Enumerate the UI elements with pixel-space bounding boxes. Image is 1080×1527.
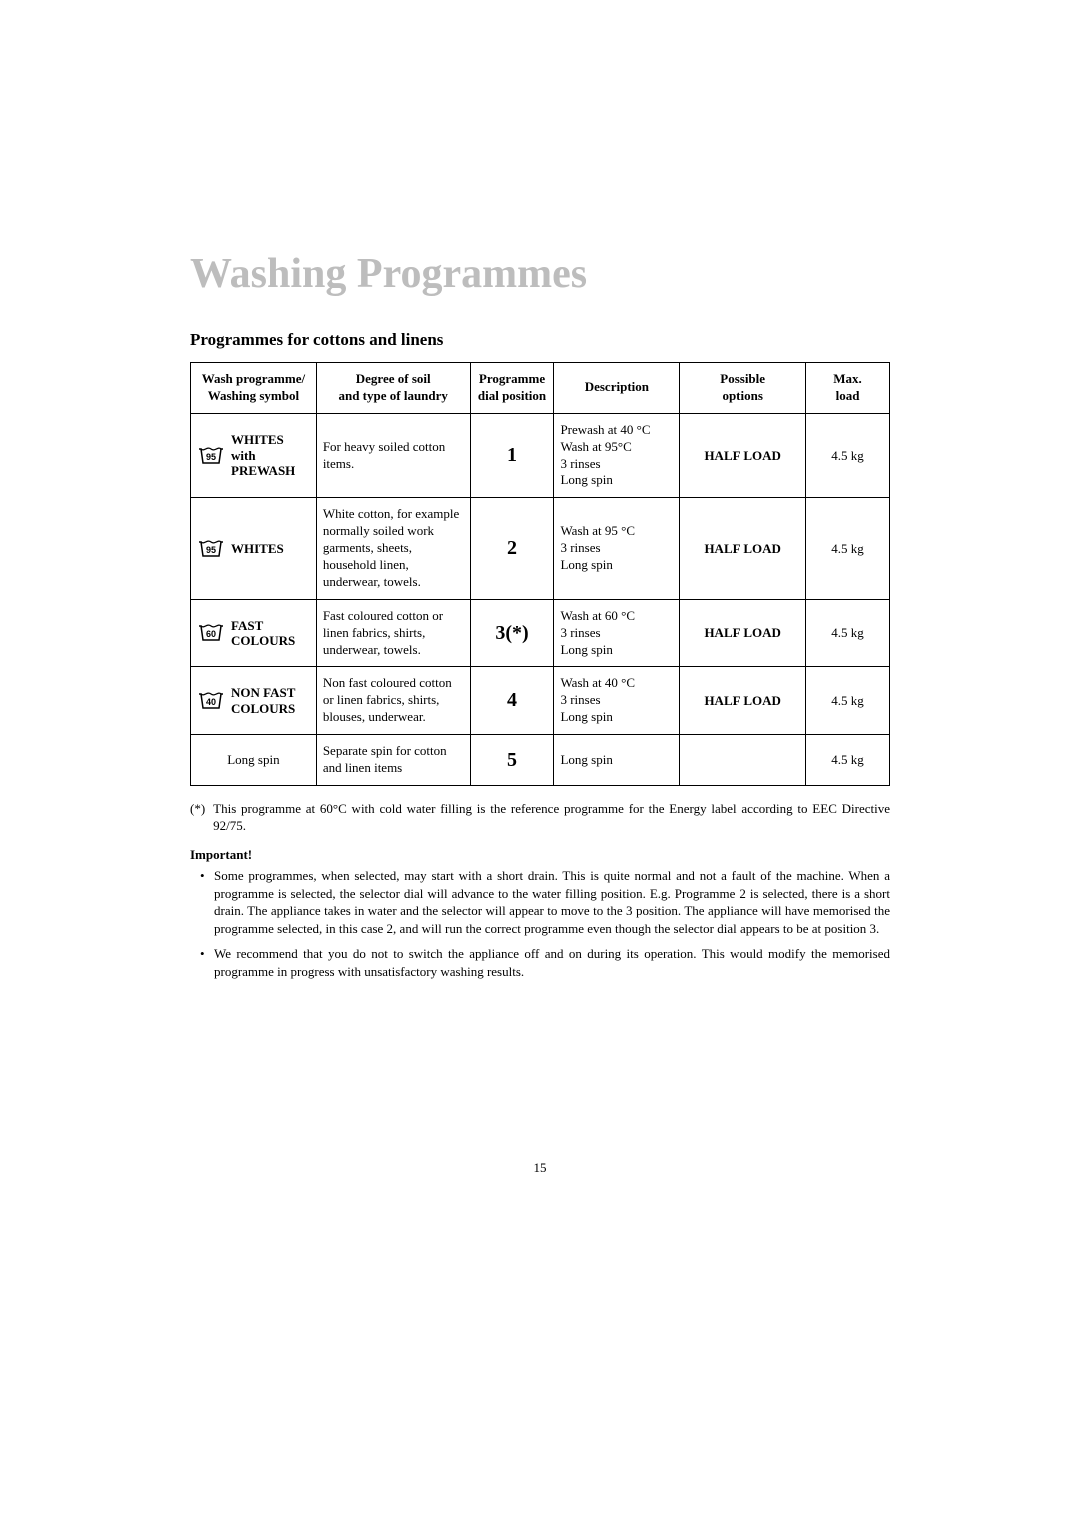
options-cell: HALF LOAD <box>680 413 806 498</box>
table-row: 60 FAST COLOURSFast coloured cotton or li… <box>191 599 890 667</box>
footnote: (*) This programme at 60°C with cold wat… <box>190 800 890 835</box>
dial-cell: 2 <box>470 498 554 599</box>
section-subtitle: Programmes for cottons and linens <box>190 330 890 350</box>
dial-cell: 3(*) <box>470 599 554 667</box>
dial-cell: 4 <box>470 667 554 735</box>
col-header-options: Possibleoptions <box>680 363 806 414</box>
programme-cell: 95 WHITES <box>191 498 317 599</box>
description-cell: Wash at 60 °C3 rinsesLong spin <box>554 599 680 667</box>
maxload-cell: 4.5 kg <box>806 413 890 498</box>
wash-symbol-icon: 95 <box>197 538 225 560</box>
soil-cell: White cotton, for example normally soile… <box>316 498 470 599</box>
maxload-cell: 4.5 kg <box>806 735 890 786</box>
maxload-cell: 4.5 kg <box>806 667 890 735</box>
table-row: 95 WHITES White cotton, for example normal… <box>191 498 890 599</box>
programme-cell: Long spin <box>191 735 317 786</box>
options-cell <box>680 735 806 786</box>
col-header-load: Max.load <box>806 363 890 414</box>
important-notes: Some programmes, when selected, may star… <box>190 867 890 980</box>
dial-cell: 5 <box>470 735 554 786</box>
options-cell: HALF LOAD <box>680 599 806 667</box>
table-row: 95 WHITES with PREWASHFor heavy soiled co… <box>191 413 890 498</box>
svg-text:95: 95 <box>206 545 216 555</box>
maxload-cell: 4.5 kg <box>806 599 890 667</box>
description-cell: Prewash at 40 °CWash at 95°C3 rinsesLong… <box>554 413 680 498</box>
page-content: Washing Programmes Programmes for cotton… <box>0 0 1080 1236</box>
footnote-text: This programme at 60°C with cold water f… <box>213 800 890 835</box>
soil-cell: Non fast coloured cotton or linen fabric… <box>316 667 470 735</box>
programme-name: Long spin <box>227 752 279 767</box>
programme-name: WHITES with PREWASH <box>231 432 310 479</box>
svg-text:40: 40 <box>206 697 216 707</box>
programme-cell: 40 NON FAST COLOURS <box>191 667 317 735</box>
soil-cell: Fast coloured cotton or linen fabrics, s… <box>316 599 470 667</box>
wash-symbol-icon: 95 <box>197 445 225 467</box>
svg-text:95: 95 <box>206 452 216 462</box>
col-header-soil: Degree of soiland type of laundry <box>316 363 470 414</box>
programme-name: NON FAST COLOURS <box>231 685 310 716</box>
description-cell: Long spin <box>554 735 680 786</box>
maxload-cell: 4.5 kg <box>806 498 890 599</box>
programmes-table: Wash programme/Washing symbol Degree of … <box>190 362 890 786</box>
svg-text:60: 60 <box>206 629 216 639</box>
wash-symbol-icon: 60 <box>197 622 225 644</box>
description-cell: Wash at 40 °C3 rinsesLong spin <box>554 667 680 735</box>
page-number: 15 <box>190 1160 890 1176</box>
table-row: 40 NON FAST COLOURSNon fast coloured cott… <box>191 667 890 735</box>
footnote-mark: (*) <box>190 800 205 835</box>
note-item: Some programmes, when selected, may star… <box>204 867 890 937</box>
wash-symbol-icon: 40 <box>197 690 225 712</box>
table-row: Long spin Separate spin for cotton and li… <box>191 735 890 786</box>
programme-cell: 60 FAST COLOURS <box>191 599 317 667</box>
programme-cell: 95 WHITES with PREWASH <box>191 413 317 498</box>
col-header-programme: Wash programme/Washing symbol <box>191 363 317 414</box>
dial-cell: 1 <box>470 413 554 498</box>
soil-cell: Separate spin for cotton and linen items <box>316 735 470 786</box>
options-cell: HALF LOAD <box>680 667 806 735</box>
col-header-dial: Programmedial position <box>470 363 554 414</box>
page-title: Washing Programmes <box>190 250 890 298</box>
table-header-row: Wash programme/Washing symbol Degree of … <box>191 363 890 414</box>
note-item: We recommend that you do not to switch t… <box>204 945 890 980</box>
important-heading: Important! <box>190 847 890 863</box>
description-cell: Wash at 95 °C3 rinsesLong spin <box>554 498 680 599</box>
options-cell: HALF LOAD <box>680 498 806 599</box>
soil-cell: For heavy soiled cotton items. <box>316 413 470 498</box>
col-header-desc: Description <box>554 363 680 414</box>
programme-name: FAST COLOURS <box>231 618 310 649</box>
programme-name: WHITES <box>231 541 284 557</box>
